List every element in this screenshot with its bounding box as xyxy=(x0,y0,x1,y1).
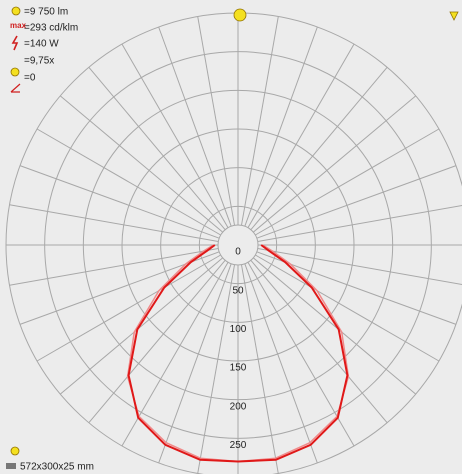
curves xyxy=(126,244,350,463)
spoke xyxy=(250,259,388,424)
intensity-curve xyxy=(127,244,349,463)
spoke xyxy=(255,254,440,362)
icons: max xyxy=(6,6,459,469)
angle-icon xyxy=(10,83,21,93)
spoke xyxy=(250,66,388,231)
spoke xyxy=(255,128,440,236)
spoke xyxy=(121,43,229,228)
spoke xyxy=(257,204,462,243)
spoke xyxy=(247,262,355,447)
polar-grid xyxy=(5,12,462,474)
top-icon xyxy=(233,8,247,22)
info-text: =9,75x xyxy=(24,56,54,67)
luminaire-icon xyxy=(6,463,16,469)
spoke xyxy=(88,259,226,424)
spoke xyxy=(36,254,221,362)
spoke xyxy=(19,165,220,239)
bulb-icon xyxy=(11,6,21,16)
lamp-icon xyxy=(10,67,20,77)
r-tick-label: 100 xyxy=(230,324,247,335)
r-tick-label: 250 xyxy=(230,440,247,451)
spoke xyxy=(240,264,279,474)
r-tick-label: 50 xyxy=(232,285,244,296)
spoke xyxy=(158,26,232,227)
corner-icon xyxy=(449,11,459,21)
spoke xyxy=(257,247,462,286)
bulb-icon xyxy=(10,446,20,456)
spoke xyxy=(197,16,236,226)
spoke xyxy=(244,263,318,464)
r-tick-label: 200 xyxy=(230,401,247,412)
max-icon: max xyxy=(10,21,27,30)
labels: 0 50 100 150 200 250 xyxy=(230,247,247,451)
spoke xyxy=(9,204,219,243)
footer-text: 572x300x25 mm xyxy=(20,462,94,473)
spoke xyxy=(9,247,219,286)
spoke xyxy=(240,16,279,226)
spoke xyxy=(158,263,232,464)
spoke xyxy=(256,165,457,239)
info-text: =0 xyxy=(24,73,36,84)
spoke xyxy=(244,26,318,227)
spoke xyxy=(121,262,229,447)
spoke xyxy=(197,264,236,474)
spoke xyxy=(88,66,226,231)
power-icon xyxy=(11,35,19,51)
r-tick-label: 150 xyxy=(230,363,247,374)
spoke xyxy=(36,128,221,236)
spoke xyxy=(59,95,224,233)
spoke xyxy=(252,95,417,233)
info-text: =293 cd/klm xyxy=(24,23,78,34)
spoke xyxy=(59,257,224,395)
info-text: =140 W xyxy=(24,39,59,50)
spoke xyxy=(247,43,355,228)
info-text: =9 750 lm xyxy=(24,7,68,18)
spoke xyxy=(252,257,417,395)
r-tick-label: 0 xyxy=(235,247,241,258)
